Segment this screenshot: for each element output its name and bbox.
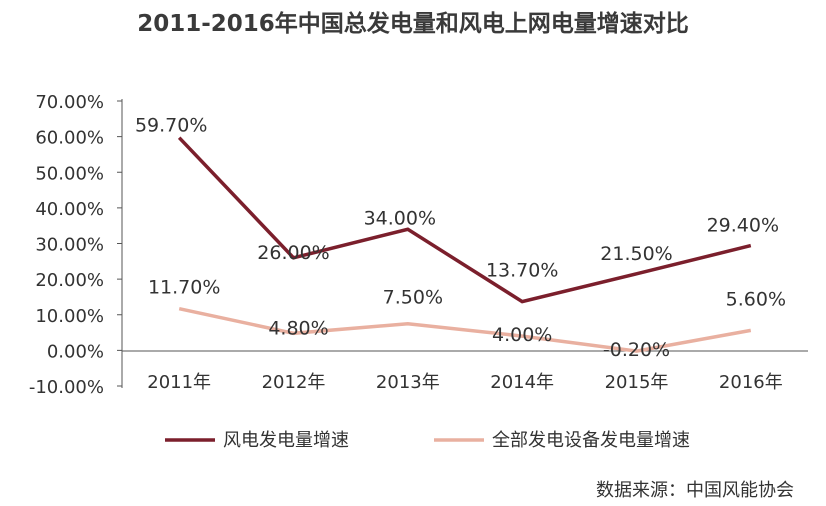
data-label: 21.50%	[600, 243, 672, 265]
data-label: 4.80%	[268, 317, 328, 339]
data-label: 34.00%	[364, 207, 436, 229]
y-tick-label: 10.00%	[35, 306, 104, 327]
y-tick-label: 30.00%	[35, 235, 104, 256]
data-label: 59.70%	[135, 115, 207, 137]
x-tick-label: 2015年	[605, 372, 669, 393]
y-tick-label: -10.00%	[29, 377, 104, 398]
y-tick-label: 70.00%	[35, 92, 104, 113]
x-tick-label: 2011年	[147, 372, 211, 393]
data-label: 11.70%	[148, 277, 220, 299]
legend-label: 全部发电设备发电量增速	[492, 430, 690, 451]
data-label: 26.00%	[257, 242, 329, 264]
data-label: 7.50%	[383, 287, 443, 309]
data-label: 4.00%	[492, 324, 552, 346]
legend: 风电发电量增速 全部发电设备发电量增速	[165, 430, 690, 451]
y-tick-label: 40.00%	[35, 199, 104, 220]
source-note: 数据来源：中国风能协会	[596, 480, 794, 501]
x-tick-label: 2014年	[490, 372, 554, 393]
wind-growth-line	[177, 136, 752, 304]
data-label: -0.20%	[603, 339, 670, 361]
x-tick-label: 2012年	[262, 372, 326, 393]
data-labels: 59.70% 26.00% 34.00% 13.70% 21.50% 29.40% 11.7…	[135, 115, 786, 361]
y-tick-label: 50.00%	[35, 163, 104, 184]
legend-label: 风电发电量增速	[223, 430, 349, 451]
series-lines	[177, 136, 752, 353]
data-label: 13.70%	[486, 260, 558, 282]
data-label: 29.40%	[707, 215, 779, 237]
axes: 70.00% 60.00% 50.00% 40.00% 30.00% 20.00% 10.0…	[29, 92, 808, 398]
chart-title: 2011-2016年中国总发电量和风电上网电量增速对比	[137, 11, 689, 37]
y-tick-label: 20.00%	[35, 270, 104, 291]
data-label: 5.60%	[726, 288, 786, 310]
x-tick-label: 2013年	[376, 372, 440, 393]
y-tick-label: 0.00%	[47, 341, 104, 362]
y-tick-label: 60.00%	[35, 128, 104, 149]
total-growth-line	[178, 306, 752, 353]
x-tick-label: 2016年	[719, 372, 783, 393]
